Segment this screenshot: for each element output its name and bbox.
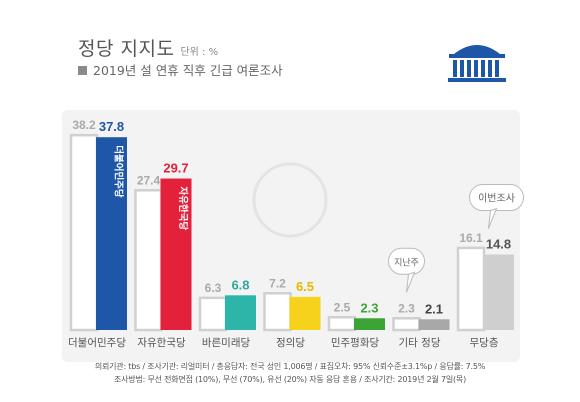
data-label-current: 2.3 [360,300,378,315]
bar-party-logo: 자유한국당 [177,187,189,231]
bar-previous [456,246,486,332]
title-text: 정당 지지도 [78,38,175,60]
footnote-survey-info: 의뢰기관: tbs / 조사기관: 리얼미터 / 총응답자: 전국 성인 1,0… [94,362,486,371]
data-label-previous: 2.3 [398,301,415,315]
footnote-survey-method: 조사방법: 무선 전화면접 (10%), 무선 (70%), 유선 (20%) … [113,375,467,384]
annotation-bubble [469,184,524,212]
bar-current [225,295,256,330]
unit-label: 단위 : % [180,47,219,58]
data-label-current: 6.5 [296,279,314,294]
bar-previous [263,292,292,332]
data-label-current: 29.7 [163,161,188,176]
data-label-current: 2.1 [425,301,443,316]
data-label-previous: 38.2 [72,118,96,132]
bar-current [96,137,127,330]
bar-current [483,254,514,330]
data-label-current: 14.8 [486,237,511,252]
category-label: 무당층 [470,337,499,349]
bar-previous [69,133,99,332]
bar-previous [134,189,163,332]
data-label-previous: 2.5 [334,300,351,314]
category-label: 민주평화당 [331,337,380,349]
category-label: 자유한국당 [137,337,186,349]
annotation-pointer [488,207,498,229]
data-label-current: 37.8 [99,119,124,134]
category-label: 더불어민주당 [68,337,126,349]
data-label-previous: 27.4 [137,173,161,187]
data-label-previous: 6.3 [205,281,222,295]
bar-current [160,178,192,330]
annotation-pointer [406,271,416,293]
annotation-bubble [388,247,425,275]
data-label-previous: 16.1 [459,231,483,245]
square-bullet-icon [78,66,87,75]
category-label: 바른미래당 [202,337,251,349]
annotation-text: 지난주 [394,257,419,268]
subtitle: 2019년 설 연휴 직후 긴급 여론조사 [78,60,283,79]
bar-previous [392,317,421,332]
annotation-text: 이번조사 [478,193,515,205]
page-title: 정당 지지도 단위 : % [78,34,218,61]
category-label: 정의당 [276,337,305,349]
category-label: 기타 정당 [399,337,441,349]
national-assembly-icon [448,45,506,82]
subtitle-text: 2019년 설 연휴 직후 긴급 여론조사 [93,63,283,78]
data-label-current: 6.8 [231,277,249,292]
header: 정당 지지도 단위 : % 2019년 설 연휴 직후 긴급 여론조사 [0,0,580,100]
data-label-previous: 7.2 [269,276,286,290]
watermark-seal-icon [252,162,328,238]
bar-current [418,319,450,330]
bar-previous [327,316,357,332]
bar-previous [198,296,228,332]
bar-party-logo: 더불어민주당 [113,145,125,198]
bar-current [354,318,385,330]
bar-current [289,296,321,330]
